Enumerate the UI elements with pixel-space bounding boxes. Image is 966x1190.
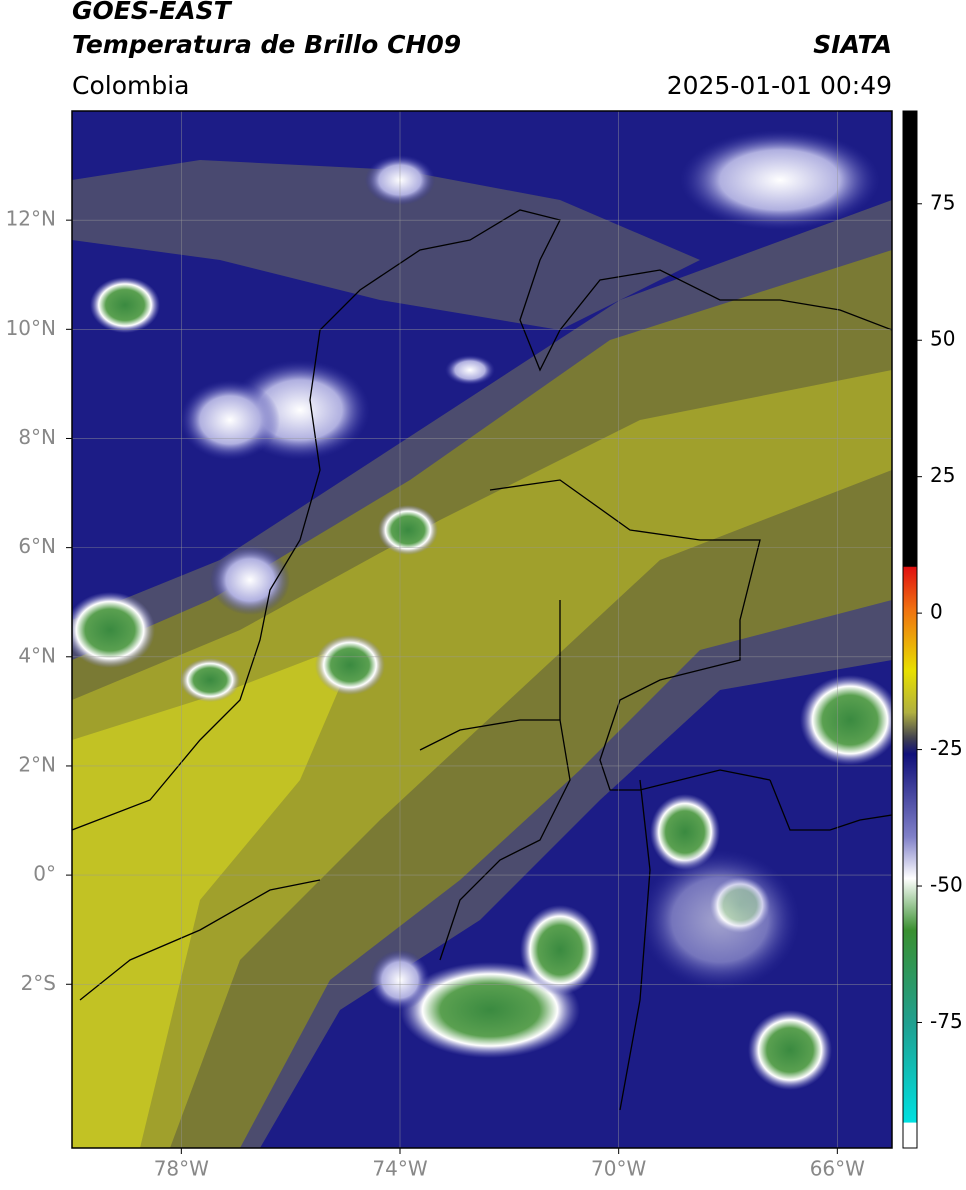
grid-layer xyxy=(72,111,892,1148)
x-tick-label: 66°W xyxy=(810,1157,865,1181)
region: Colombia xyxy=(72,71,189,100)
datetime: 2025-01-01 00:49 xyxy=(667,71,892,100)
agency: SIATA xyxy=(813,30,892,59)
x-tick-label: 74°W xyxy=(372,1157,427,1181)
colorbar-tick-label: -25 xyxy=(930,736,963,760)
colorbar-tick-label: -75 xyxy=(930,1009,963,1033)
y-tick-label: 12°N xyxy=(6,207,56,231)
colorbar-tick-label: 75 xyxy=(930,190,955,214)
y-tick-label: 4°N xyxy=(18,643,56,667)
ticks-layer: 78°W 74°W 70°W 66°W 12°N 10°N 8°N 6°N 4°N 2°N 0° 2°… xyxy=(6,207,866,1181)
satellite-image xyxy=(72,111,892,1148)
y-tick-label: 6°N xyxy=(18,534,56,558)
colorbar-tick-label: 25 xyxy=(930,463,955,487)
y-tick-label: 8°N xyxy=(18,425,56,449)
x-tick-label: 78°W xyxy=(154,1157,209,1181)
colorbar-tick-label: 0 xyxy=(930,600,943,624)
product: Temperatura de Brillo CH09 xyxy=(72,30,461,59)
satellite: GOES-EAST xyxy=(72,0,233,25)
y-tick-label: 0° xyxy=(33,862,56,886)
y-tick-label: 10°N xyxy=(6,316,56,340)
y-tick-label: 2°S xyxy=(21,971,56,995)
colorbar-tick-label: 50 xyxy=(930,327,955,351)
map-frame xyxy=(71,110,893,1149)
y-tick-label: 2°N xyxy=(18,752,56,776)
x-tick-label: 70°W xyxy=(591,1157,646,1181)
colorbar-tick-label: -50 xyxy=(930,873,963,897)
colorbar xyxy=(902,110,918,1149)
